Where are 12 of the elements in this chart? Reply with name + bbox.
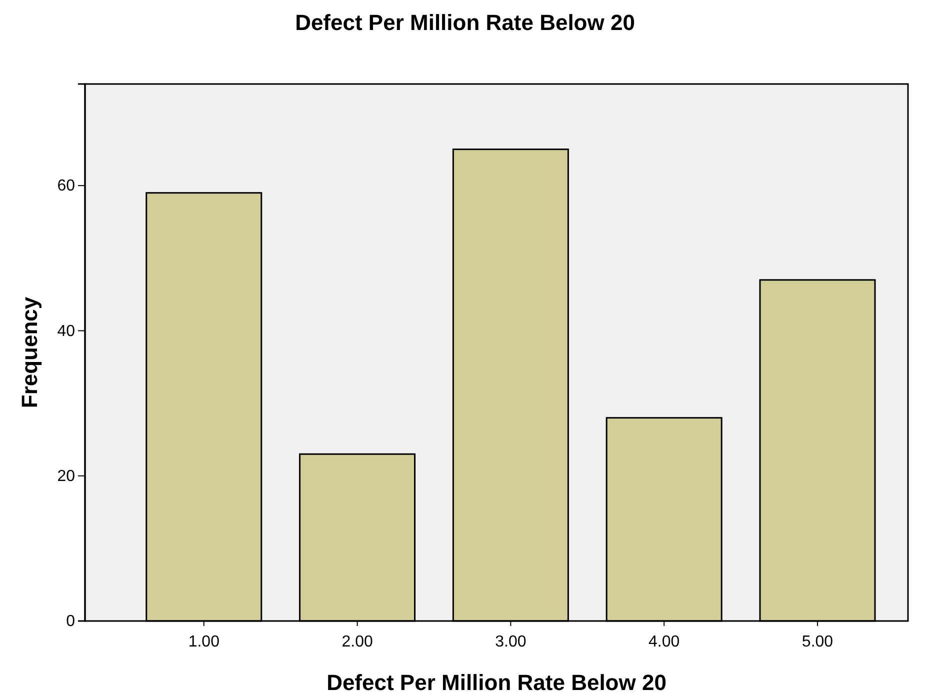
y-tick-label: 60 xyxy=(57,178,76,195)
x-tick-label: 1.00 xyxy=(188,634,220,651)
y-tick-label: 0 xyxy=(66,613,76,630)
x-tick-label: 3.00 xyxy=(495,634,526,651)
chart-title: Defect Per Million Rate Below 20 xyxy=(295,10,635,35)
x-tick-label: 5.00 xyxy=(802,634,834,651)
y-axis-title: Frequency xyxy=(17,296,42,408)
x-axis-title: Defect Per Million Rate Below 20 xyxy=(326,670,666,695)
y-tick-label: 40 xyxy=(57,322,76,340)
x-tick-label: 4.00 xyxy=(648,634,680,651)
x-tick-label: 2.00 xyxy=(342,634,373,651)
y-tick-label: 20 xyxy=(57,468,76,485)
